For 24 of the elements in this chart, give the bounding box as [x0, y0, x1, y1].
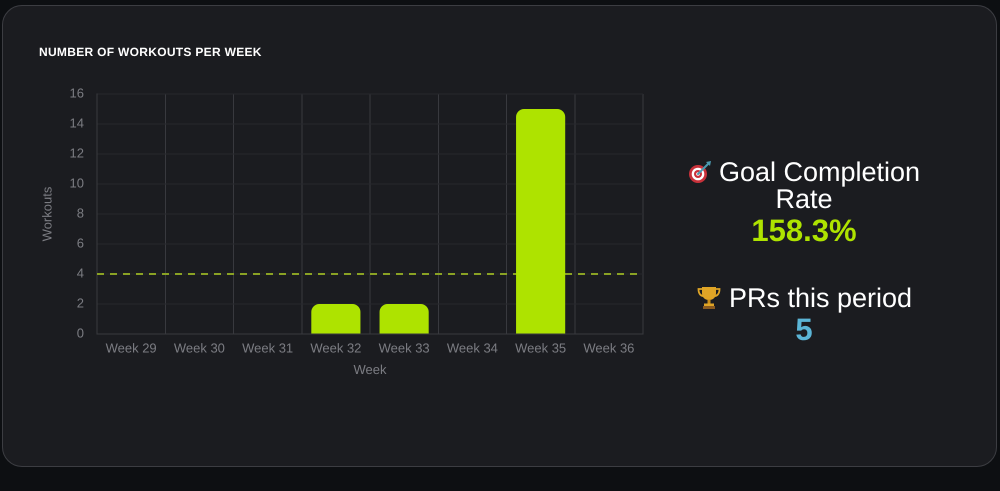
- y-tick-label: 12: [70, 146, 84, 161]
- y-tick-label: 0: [76, 326, 84, 341]
- text: 158.3%: [750, 213, 858, 249]
- x-tick-label: Week 32: [310, 340, 362, 356]
- y-tick-label: 10: [70, 176, 84, 191]
- y-tick-label: 4: [76, 266, 84, 281]
- x-tick-label: Week 35: [515, 340, 566, 356]
- text: 5: [794, 312, 814, 348]
- y-tick-label: 14: [70, 116, 84, 131]
- x-tick-label: Week 29: [106, 340, 157, 356]
- text: Goal Completion Rate: [718, 157, 922, 214]
- y-tick-label: 16: [70, 86, 84, 101]
- x-tick-label: Week 31: [242, 340, 294, 356]
- x-tick-label: Week 33: [378, 340, 430, 356]
- text: PRs this period: [728, 283, 914, 313]
- y-tick-label: 2: [76, 296, 84, 311]
- x-tick-label: Week 34: [446, 340, 498, 356]
- y-tick-label: 8: [76, 206, 84, 221]
- y-axis-title: Workouts: [39, 186, 54, 242]
- x-axis-title: Week: [354, 362, 387, 377]
- y-tick-label: 6: [76, 236, 84, 251]
- x-tick-label: Week 36: [583, 340, 634, 356]
- x-tick-label: Week 30: [174, 340, 225, 356]
- chart-title: NUMBER OF WORKOUTS PER WEEK: [39, 45, 262, 59]
